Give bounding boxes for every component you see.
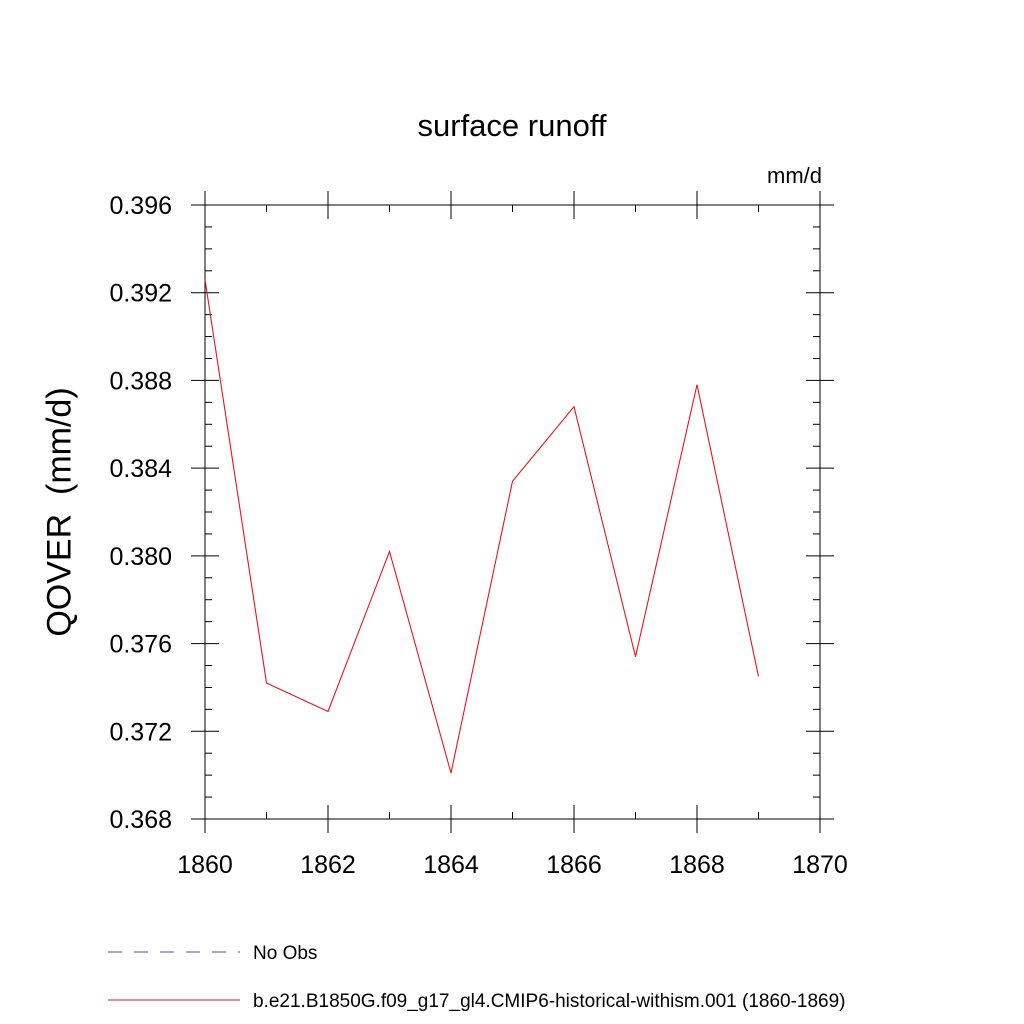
series-layer xyxy=(204,279,760,774)
y-tick-label: 0.376 xyxy=(109,631,172,659)
plot-frame xyxy=(204,204,821,820)
y-tick-label: 0.396 xyxy=(109,192,172,220)
x-tick-label: 1862 xyxy=(300,851,356,879)
x-tick-label: 1870 xyxy=(792,851,848,879)
y-tick-label: 0.392 xyxy=(109,280,172,308)
y-tick-label: 0.384 xyxy=(109,455,172,483)
y-tick-label: 0.368 xyxy=(109,806,172,834)
axis-tick-labels: 1860 1862 1864 1866 1868 1870 0.368 0.372 0.376 0… xyxy=(109,192,847,879)
units-label: mm/d xyxy=(767,163,822,188)
legend-label: b.e21.B1850G.f09_g17_gl4.CMIP6-historica… xyxy=(253,991,846,1012)
x-tick-label: 1868 xyxy=(669,851,725,879)
legend: No Obs b.e21.B1850G.f09_g17_gl4.CMIP6-his… xyxy=(108,943,846,1012)
x-tick-label: 1860 xyxy=(177,851,233,879)
chart-title: surface runoff xyxy=(417,108,607,143)
axis-ticks xyxy=(191,191,834,833)
legend-label: No Obs xyxy=(253,943,317,964)
y-tick-label: 0.388 xyxy=(109,367,172,395)
x-tick-label: 1864 xyxy=(423,851,479,879)
x-tick-label: 1866 xyxy=(546,851,602,879)
series-line xyxy=(204,279,760,774)
y-tick-label: 0.372 xyxy=(109,718,172,746)
y-tick-label: 0.380 xyxy=(109,543,172,571)
